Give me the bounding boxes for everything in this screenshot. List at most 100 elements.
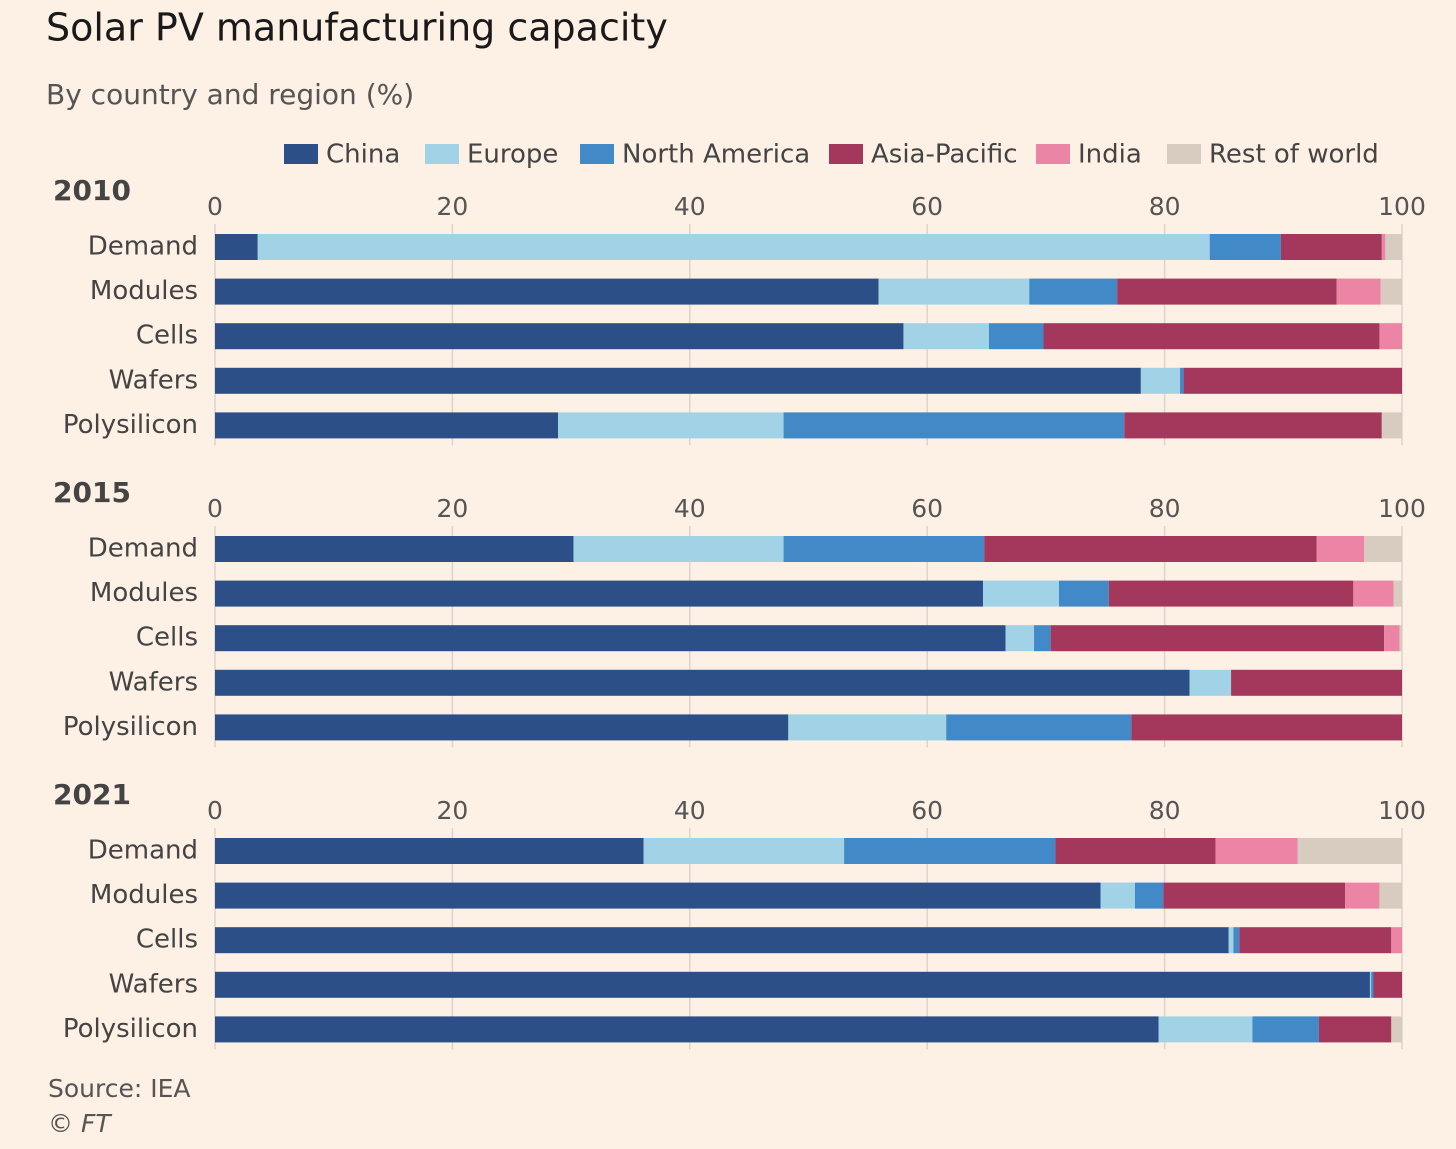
- bar-segment: [1163, 882, 1346, 909]
- legend-swatch: [1167, 144, 1201, 164]
- legend-label: North America: [622, 140, 810, 170]
- x-tick-label: 80: [1149, 192, 1181, 221]
- legend-swatch: [829, 144, 863, 164]
- x-tick-label: 100: [1378, 494, 1426, 523]
- chart-subtitle: By country and region (%): [46, 78, 414, 111]
- bar-segment: [643, 838, 845, 864]
- category-label: Polysilicon: [63, 1014, 198, 1044]
- x-tick-label: 80: [1149, 494, 1181, 523]
- bar-segment: [1318, 1016, 1392, 1043]
- bar-segment: [1140, 367, 1181, 394]
- bar-segment: [1381, 412, 1402, 439]
- category-label: Modules: [90, 880, 198, 910]
- bar-segment: [1231, 669, 1402, 696]
- x-tick-label: 60: [911, 494, 943, 523]
- bar-segment: [1391, 1016, 1402, 1043]
- bar-segment: [1180, 367, 1184, 394]
- bar-segment: [1381, 234, 1386, 260]
- bar-segment: [215, 367, 1141, 394]
- bar-segment: [1215, 838, 1298, 864]
- chart-title: Solar PV manufacturing capacity: [46, 6, 668, 50]
- bar-segment: [988, 323, 1044, 350]
- legend-label: Asia-Pacific: [871, 140, 1018, 170]
- bar-segment: [946, 714, 1132, 741]
- category-label: Demand: [88, 232, 198, 262]
- x-tick-label: 60: [911, 796, 943, 825]
- bar-segment: [1364, 536, 1402, 562]
- category-label: Demand: [88, 534, 198, 564]
- bar-segment: [1058, 580, 1109, 607]
- category-label: Polysilicon: [63, 410, 198, 440]
- bar-segment: [1055, 838, 1216, 864]
- bar-segment: [1373, 971, 1402, 998]
- bar-segment: [257, 234, 1210, 260]
- x-tick-label: 20: [436, 494, 468, 523]
- bar-segment: [1209, 234, 1281, 260]
- bar-segment: [215, 971, 1370, 998]
- x-tick-label: 0: [207, 192, 223, 221]
- x-tick-label: 100: [1378, 796, 1426, 825]
- bar-segment: [1384, 625, 1400, 652]
- bar-segment: [1379, 882, 1402, 909]
- bar-segment: [1353, 580, 1394, 607]
- legend-swatch: [580, 144, 614, 164]
- legend-swatch: [1036, 144, 1070, 164]
- x-tick-label: 100: [1378, 192, 1426, 221]
- bar-segment: [1228, 927, 1234, 954]
- panel-title: 2021: [53, 778, 131, 811]
- x-tick-label: 40: [674, 796, 706, 825]
- category-label: Wafers: [109, 365, 198, 395]
- bar-segment: [1117, 278, 1337, 305]
- category-label: Polysilicon: [63, 712, 198, 742]
- bar-segment: [1393, 580, 1402, 607]
- bar-segment: [1371, 971, 1374, 998]
- x-tick-label: 40: [674, 494, 706, 523]
- bar-segment: [1124, 412, 1382, 439]
- bar-segment: [215, 412, 559, 439]
- bar-segment: [1297, 838, 1402, 864]
- bar-segment: [1316, 536, 1365, 562]
- bar-segment: [1239, 927, 1392, 954]
- category-label: Modules: [90, 276, 198, 306]
- bar-segment: [1345, 882, 1380, 909]
- bar-segment: [1280, 234, 1382, 260]
- legend-swatch: [425, 144, 459, 164]
- category-label: Demand: [88, 836, 198, 866]
- bar-segment: [215, 536, 574, 562]
- bar-segment: [215, 882, 1101, 909]
- x-tick-label: 20: [436, 192, 468, 221]
- bar-segment: [1379, 323, 1402, 350]
- bar-segment: [1189, 669, 1232, 696]
- bar-segment: [1183, 367, 1402, 394]
- bar-segment: [215, 927, 1229, 954]
- category-label: Wafers: [109, 667, 198, 697]
- x-tick-label: 60: [911, 192, 943, 221]
- legend-label: Europe: [467, 140, 558, 170]
- category-label: Modules: [90, 578, 198, 608]
- bar-segment: [878, 278, 1030, 305]
- bar-segment: [1252, 1016, 1319, 1043]
- category-label: Cells: [136, 623, 198, 653]
- bar-segment: [1005, 625, 1035, 652]
- bar-segment: [1369, 971, 1372, 998]
- bar-segment: [903, 323, 989, 350]
- bar-segment: [1050, 625, 1385, 652]
- bar-segment: [573, 536, 784, 562]
- category-label: Wafers: [109, 969, 198, 999]
- bar-segment: [1336, 278, 1381, 305]
- bar-segment: [215, 278, 879, 305]
- bar-segment: [1029, 278, 1118, 305]
- credit: © FT: [48, 1109, 112, 1138]
- x-tick-label: 40: [674, 192, 706, 221]
- bar-segment: [215, 669, 1190, 696]
- bar-segment: [844, 838, 1056, 864]
- bar-segment: [1043, 323, 1380, 350]
- legend-swatch: [284, 144, 318, 164]
- bar-segment: [984, 536, 1317, 562]
- bar-segment: [558, 412, 784, 439]
- x-tick-label: 0: [207, 494, 223, 523]
- bar-segment: [215, 1016, 1159, 1043]
- bar-segment: [783, 412, 1125, 439]
